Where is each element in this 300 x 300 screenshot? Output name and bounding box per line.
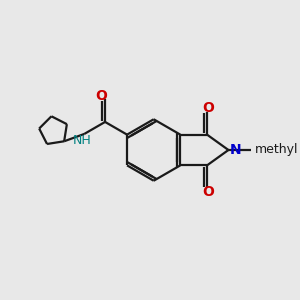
Text: methyl: methyl: [255, 143, 298, 157]
Text: O: O: [95, 89, 107, 103]
Text: O: O: [202, 185, 214, 199]
Text: N: N: [230, 143, 242, 157]
Text: NH: NH: [73, 134, 92, 147]
Text: O: O: [202, 101, 214, 115]
